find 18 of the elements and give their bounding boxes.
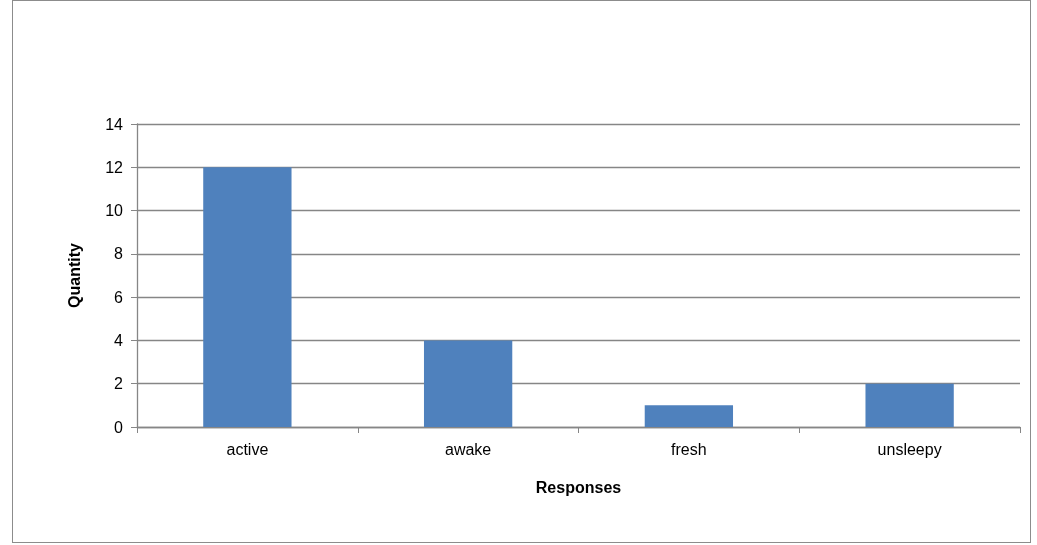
x-tick-label: awake bbox=[445, 440, 492, 458]
x-tick-label: fresh bbox=[671, 440, 707, 458]
y-tick-label: 4 bbox=[114, 331, 124, 349]
bar bbox=[203, 167, 292, 427]
y-tick-label: 12 bbox=[105, 158, 124, 176]
y-tick-label: 0 bbox=[114, 418, 124, 436]
x-tick-label: active bbox=[226, 440, 269, 458]
y-tick-label: 2 bbox=[114, 375, 124, 393]
bar bbox=[644, 405, 734, 427]
y-tick-label: 14 bbox=[105, 115, 124, 133]
y-tick-label: 10 bbox=[105, 202, 124, 220]
y-tick-label: 8 bbox=[114, 245, 124, 263]
y-tick-label: 6 bbox=[114, 288, 124, 306]
x-axis-title: Responses bbox=[535, 478, 622, 496]
bar bbox=[865, 383, 954, 427]
y-axis-title: Quantity bbox=[65, 242, 83, 308]
x-tick-label: unsleepy bbox=[877, 440, 942, 458]
bar bbox=[423, 340, 513, 427]
